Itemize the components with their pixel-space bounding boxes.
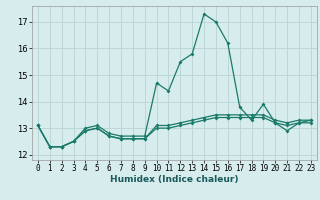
X-axis label: Humidex (Indice chaleur): Humidex (Indice chaleur) xyxy=(110,175,239,184)
